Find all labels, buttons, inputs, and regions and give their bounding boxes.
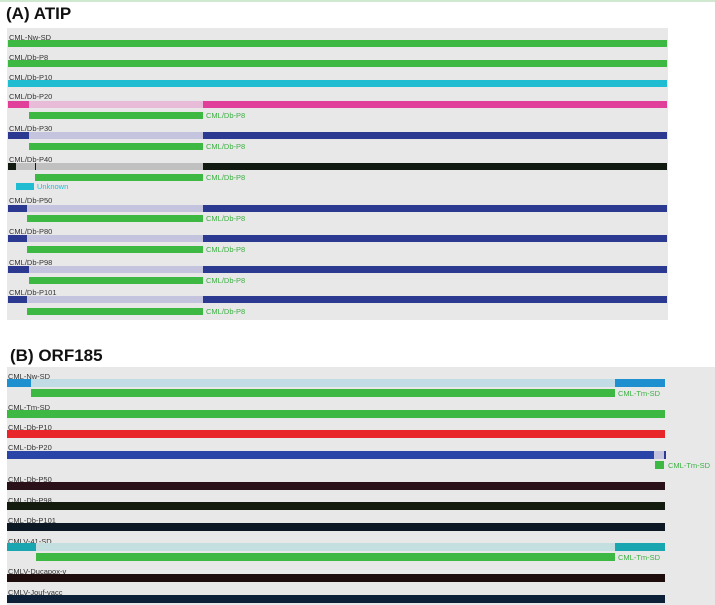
sequence-bar-segment xyxy=(7,502,665,510)
sequence-label: CML-Tm-SD xyxy=(8,403,51,412)
sequence-label: CML/Db-P40 xyxy=(9,155,53,164)
alignment-bar xyxy=(29,143,203,150)
sequence-bar-segment xyxy=(203,296,667,303)
sequence-bar-segment xyxy=(203,101,667,108)
sequence-bar-segment xyxy=(7,595,665,603)
sequence-label: CML-Db-P20 xyxy=(8,443,52,452)
sequence-label: CML-Nw-SD xyxy=(9,33,52,42)
alignment-label: CML/Db-P8 xyxy=(206,142,246,151)
sequence-bar-segment xyxy=(615,379,665,387)
sequence-bar-segment xyxy=(36,163,203,170)
sequence-label: CML-Db-P98 xyxy=(8,496,52,505)
sequence-label: CML/Db-P10 xyxy=(9,73,53,82)
alignment-bar xyxy=(29,277,203,284)
alignment-bar xyxy=(35,174,203,181)
sequence-label: CML-Db-P10 xyxy=(8,423,52,432)
alignment-label: CML/Db-P8 xyxy=(206,245,246,254)
sequence-bar-segment xyxy=(7,523,665,531)
alignment-bar xyxy=(655,461,664,469)
sequence-bar-segment xyxy=(664,451,666,459)
sequence-bar-segment xyxy=(29,266,203,273)
sequence-bar-segment xyxy=(615,543,665,551)
alignment-bar xyxy=(27,308,203,315)
alignment-label: CML-Tm-SD xyxy=(668,461,711,470)
sequence-bar-segment xyxy=(203,163,667,170)
sequence-label: CMLV-Jouf-vacc xyxy=(8,588,63,597)
sequence-bar-segment xyxy=(8,266,29,273)
sequence-bar-segment xyxy=(7,574,665,582)
sequence-bar-segment xyxy=(8,80,667,87)
sequence-bar-segment xyxy=(7,543,36,551)
sequence-label: CML/Db-P101 xyxy=(9,288,57,297)
unknown-label: Unknown xyxy=(37,182,69,191)
sequence-bar-segment xyxy=(7,451,654,459)
alignment-label: CML/Db-P8 xyxy=(206,307,246,316)
sequence-label: CML/Db-P30 xyxy=(9,124,53,133)
sequence-bar-segment xyxy=(8,101,29,108)
sequence-bar-segment xyxy=(8,40,667,47)
sequence-bar-segment xyxy=(8,205,27,212)
sequence-bar-segment xyxy=(27,235,203,242)
sequence-label: CML/Db-P50 xyxy=(9,196,53,205)
sequence-label: CML/Db-P98 xyxy=(9,258,53,267)
sequence-bar-segment xyxy=(8,296,27,303)
sequence-bar-segment xyxy=(16,163,35,170)
sequence-bar-segment xyxy=(8,132,29,139)
sequence-bar-segment xyxy=(8,60,667,67)
panel-a-title: (A) ATIP xyxy=(6,4,72,23)
sequence-bar-segment xyxy=(7,482,665,490)
sequence-bar-segment xyxy=(203,132,667,139)
sequence-bar-segment xyxy=(7,379,31,387)
sequence-bar-segment xyxy=(7,430,665,438)
alignment-label: CML-Tm-SD xyxy=(618,553,661,562)
sequence-label: CMLV-Ducapox-v xyxy=(8,567,67,576)
sequence-bar-segment xyxy=(203,266,667,273)
sequence-label: CML-Db-P101 xyxy=(8,516,56,525)
sequence-bar-segment xyxy=(31,379,615,387)
sequence-label: CML-Db-P50 xyxy=(8,475,52,484)
sequence-label: CML/Db-P20 xyxy=(9,92,53,101)
alignment-bar xyxy=(31,389,615,397)
sequence-bar-segment xyxy=(203,205,667,212)
alignment-label: CML/Db-P8 xyxy=(206,173,246,182)
sequence-bar-segment xyxy=(27,205,203,212)
sequence-bar-segment xyxy=(203,235,667,242)
alignment-label: CML/Db-P8 xyxy=(206,214,246,223)
top-border xyxy=(0,0,715,2)
alignment-bar xyxy=(27,246,203,253)
alignment-label: CML/Db-P8 xyxy=(206,111,246,120)
alignment-bar xyxy=(29,112,203,119)
panel-b-title: (B) ORF185 xyxy=(10,346,103,365)
sequence-label: CML/Db-P8 xyxy=(9,53,49,62)
sequence-bar-segment xyxy=(29,132,203,139)
alignment-label: CML/Db-P8 xyxy=(206,276,246,285)
sequence-bar-segment xyxy=(8,163,16,170)
sequence-bar-segment xyxy=(654,451,664,459)
sequence-bar-segment xyxy=(35,163,36,170)
alignment-bar xyxy=(36,553,615,561)
alignment-bar xyxy=(27,215,203,222)
sequence-bar-segment xyxy=(29,101,203,108)
sequence-bar-segment xyxy=(36,543,615,551)
sequence-label: CML-Nw-SD xyxy=(8,372,51,381)
unknown-alignment-bar xyxy=(16,183,34,190)
alignment-label: CML-Tm-SD xyxy=(618,389,661,398)
sequence-bar-segment xyxy=(8,235,27,242)
sequence-label: CML/Db-P80 xyxy=(9,227,53,236)
sequence-bar-segment xyxy=(27,296,203,303)
sequence-bar-segment xyxy=(7,410,665,418)
sequence-label: CMLV-41-SD xyxy=(8,537,52,546)
